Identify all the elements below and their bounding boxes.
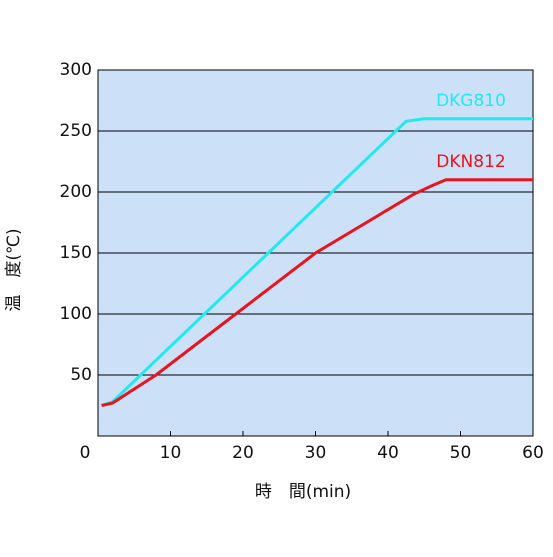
x-tick-label: 40	[377, 443, 399, 463]
y-tick-label: 150	[60, 243, 92, 263]
y-tick-label: 250	[60, 121, 92, 141]
plot-frame	[97, 69, 534, 437]
series-label: DKG810	[436, 91, 506, 111]
x-tick-label: 10	[160, 443, 182, 463]
y-tick-label: 200	[60, 182, 92, 202]
x-tick-label: 0	[80, 443, 91, 463]
x-tick-label: 20	[232, 443, 254, 463]
y-tick-label: 50	[70, 365, 92, 385]
x-tick-label: 50	[450, 443, 472, 463]
y-axis-label: 温 度(℃)	[4, 228, 24, 311]
series-line	[101, 178, 533, 407]
y-tick-label: 300	[60, 60, 92, 80]
x-tick-label: 30	[305, 443, 327, 463]
x-axis-label: 時 間(min)	[255, 482, 351, 502]
series-label: DKN812	[436, 152, 505, 172]
y-tick-label: 100	[60, 304, 92, 324]
x-tick-label: 60	[522, 443, 544, 463]
